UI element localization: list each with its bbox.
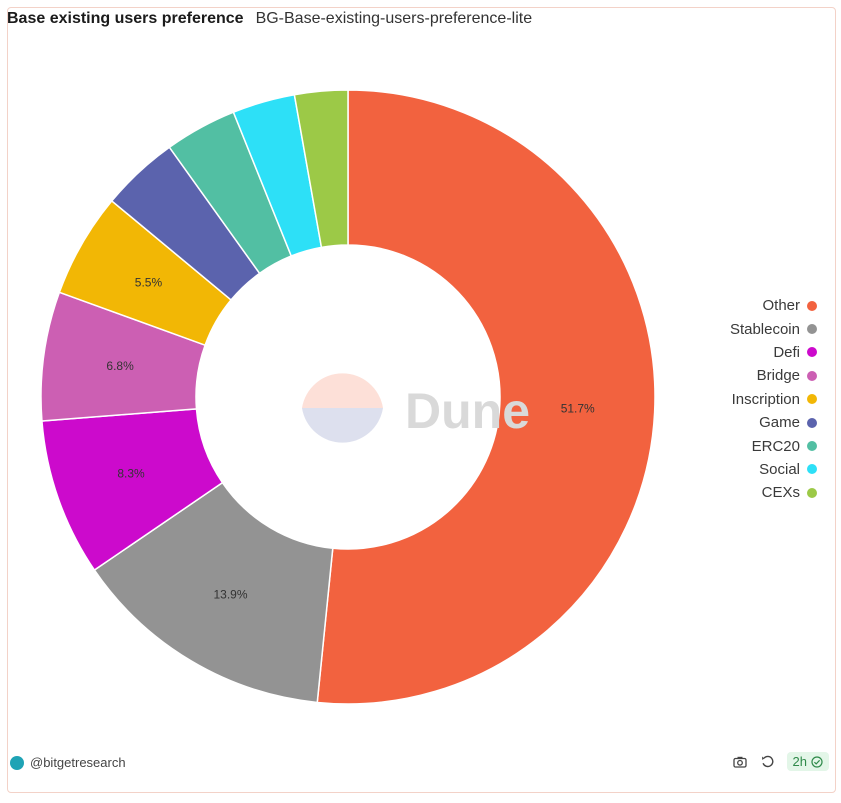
legend-label: Stablecoin [729,320,800,338]
query-name[interactable]: BG-Base-existing-users-preference-lite [255,10,533,27]
legend-dot [807,487,817,498]
legend-item-inscription[interactable]: Inscription [667,388,817,411]
legend-item-defi[interactable]: Defi [667,341,817,364]
slice-value-label-defi: 8.3% [117,466,145,480]
legend-dot [807,394,817,405]
dune-logo-top [302,373,383,408]
slice-labels: 51.7% 13.9% 8.3% 6.8% 5.5% [106,276,595,602]
legend-dot [807,370,817,381]
dune-watermark-text: Dune [405,383,530,439]
legend-item-game[interactable]: Game [667,411,817,434]
author-avatar [10,755,24,770]
legend-dot [807,464,817,475]
legend-dot [807,347,817,358]
chart-legend: Other Stablecoin Defi Bridge Inscription Game… [667,294,817,505]
slice-value-label-bridge: 6.8% [106,359,134,373]
legend-item-bridge[interactable]: Bridge [667,364,817,387]
chart-header: Base existing users preference BG-Base-e… [7,10,532,34]
legend-label: Defi [773,343,800,361]
author-handle[interactable]: @bitgetresearch [30,755,126,770]
legend-label: Game [759,414,800,432]
legend-label: Inscription [731,390,800,408]
freshness-value: 2h [792,754,807,769]
slice-other[interactable] [316,89,656,705]
pie-slices [40,89,656,705]
legend-label: ERC20 [751,437,800,455]
legend-item-other[interactable]: Other [667,294,817,317]
legend-dot [807,417,817,428]
check-circle-icon [811,755,823,768]
author-info[interactable]: @bitgetresearch [10,755,126,770]
legend-item-social[interactable]: Social [667,458,817,481]
legend-dot [807,324,817,335]
refresh-icon[interactable] [759,753,777,771]
dune-logo-bottom [302,408,383,443]
legend-item-stablecoin[interactable]: Stablecoin [667,317,817,340]
legend-label: CEXs [761,484,800,502]
legend-label: Bridge [756,367,800,385]
camera-icon[interactable] [731,753,749,771]
legend-item-erc20[interactable]: ERC20 [667,434,817,457]
slice-value-label-inscription: 5.5% [135,276,163,290]
chart-footer-actions: 2h [731,752,829,771]
legend-dot [807,300,817,311]
slice-value-label-other: 51.7% [561,402,595,416]
slice-value-label-stablecoin: 13.9% [213,588,247,602]
legend-label: Social [759,460,800,478]
chart-title: Base existing users preference [7,10,244,27]
legend-item-cexs[interactable]: CEXs [667,481,817,504]
dune-watermark: Dune [302,373,530,443]
legend-dot [807,441,817,452]
freshness-badge[interactable]: 2h [786,752,829,771]
slice-stablecoin[interactable] [93,481,334,704]
slice-cexs[interactable] [293,89,349,249]
legend-label: Other [762,297,800,315]
